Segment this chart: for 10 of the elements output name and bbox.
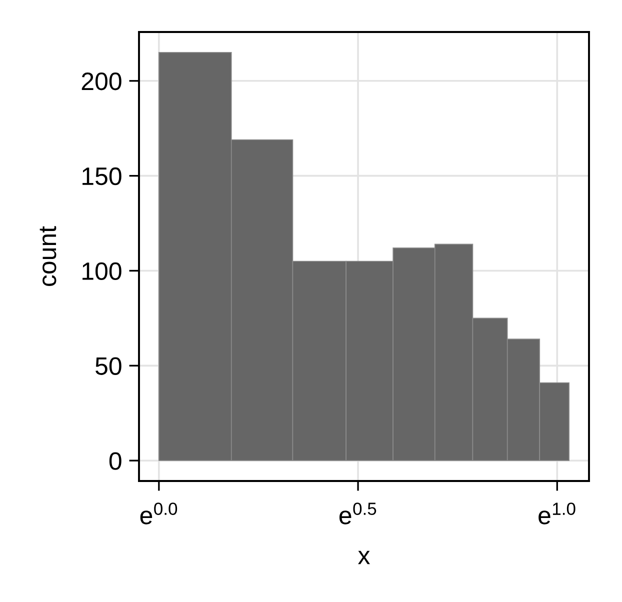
y-tick-label: 0 (109, 452, 122, 470)
y-tick-label: 100 (82, 262, 122, 280)
x-tick-label: e$^{0.5}$ (339, 502, 376, 524)
x-axis-title: x (358, 550, 370, 564)
y-tick-label: 50 (96, 357, 122, 375)
x-tick-label: e$^{1.0}$ (538, 502, 576, 524)
y-tick-label: 200 (82, 72, 122, 90)
y-axis-title: count (40, 226, 56, 286)
y-tick-label: 150 (82, 167, 122, 186)
x-tick-label: e$^{0.0}$ (140, 502, 178, 524)
